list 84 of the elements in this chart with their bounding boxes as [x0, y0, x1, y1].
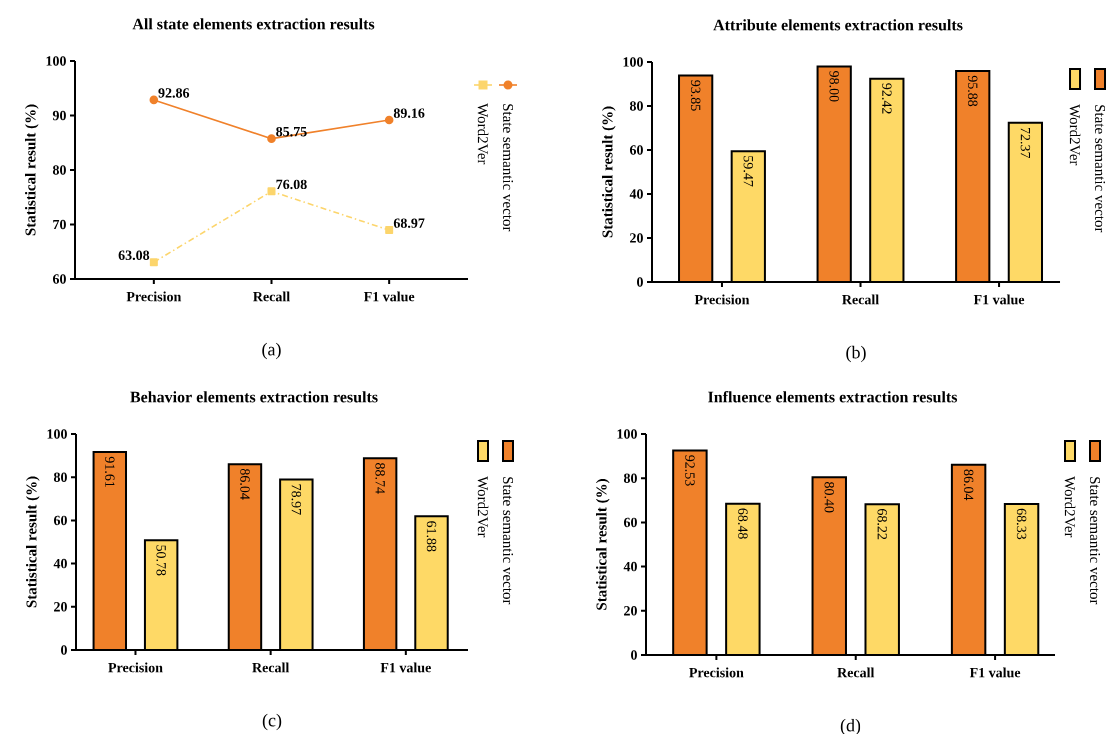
- legend-label: Word2Ver: [1064, 476, 1076, 538]
- data-label: 68.33: [1016, 508, 1027, 540]
- y-tick-label: 80: [52, 165, 66, 175]
- point: [384, 115, 394, 125]
- legend-label: Word2Ver: [477, 476, 489, 538]
- y-tick-label: 60: [52, 274, 66, 284]
- y-tick-label: 20: [624, 606, 637, 616]
- data-label: 92.86: [158, 88, 190, 98]
- x-tick-label: F1 value: [969, 667, 1021, 678]
- y-tick-label: 80: [623, 473, 637, 483]
- x-tick-label: F1 value: [380, 662, 431, 673]
- data-label: 80.40: [824, 482, 835, 513]
- point: [267, 187, 276, 196]
- text: (b): [846, 345, 866, 363]
- y-tick-label: 100: [46, 56, 66, 66]
- legend-label: State semantic vector: [502, 104, 514, 232]
- data-label: 78.97: [291, 484, 302, 515]
- legend-label: State semantic vector: [502, 477, 514, 605]
- data-label: 50.78: [156, 545, 166, 576]
- data-label: 88.74: [375, 463, 385, 494]
- y-tick-label: 70: [53, 219, 66, 230]
- y-tick-label: 20: [630, 233, 643, 243]
- x-tick-label: Recall: [837, 667, 875, 678]
- y-tick-label: 40: [629, 189, 643, 199]
- y-axis-title: Statistical result (%): [596, 479, 610, 610]
- data-label: 86.04: [240, 468, 250, 500]
- x-tick-label: Recall: [842, 294, 879, 305]
- data-label: 92.53: [685, 455, 695, 486]
- x-tick-label: Precision: [694, 294, 750, 305]
- text: (c): [262, 713, 282, 731]
- x-tick-label: Recall: [253, 291, 290, 302]
- legend-label: State semantic vector: [1094, 105, 1106, 233]
- y-tick-label: 100: [623, 57, 643, 67]
- x-tick-label: F1 value: [363, 291, 415, 302]
- y-tick-label: 20: [54, 602, 67, 612]
- legend-label: State semantic vector: [1089, 477, 1101, 605]
- y-tick-label: 60: [53, 515, 67, 526]
- y-tick-label: 60: [629, 145, 643, 155]
- chart-title: Attribute elements extraction results: [713, 19, 963, 31]
- data-label: 68.97: [393, 218, 425, 228]
- y-tick-label: 100: [47, 429, 67, 439]
- chart-title: Influence elements extraction results: [708, 391, 958, 403]
- x-tick-label: Precision: [689, 667, 744, 678]
- chart-title: Behavior elements extraction results: [130, 391, 378, 403]
- data-label: 86.04: [963, 469, 974, 501]
- y-tick-label: 80: [629, 101, 643, 111]
- data-label: 85.75: [276, 126, 307, 137]
- y-tick-label: 100: [617, 429, 637, 439]
- y-tick-label: 0: [631, 650, 637, 660]
- x-tick-label: F1 value: [973, 294, 1025, 305]
- legend-label: Word2Ver: [477, 103, 489, 165]
- data-label: 93.85: [690, 80, 701, 111]
- y-tick-label: 40: [623, 561, 637, 572]
- x-tick-label: Recall: [252, 662, 290, 673]
- y-tick-label: 0: [61, 645, 67, 655]
- data-label: 91.61: [105, 456, 115, 487]
- y-tick-label: 60: [623, 517, 637, 528]
- data-label: 61.88: [426, 521, 437, 552]
- y-axis-title: Statistical result (%): [25, 104, 39, 236]
- x-tick-label: Precision: [126, 291, 182, 302]
- point: [149, 258, 158, 267]
- data-label: 63.08: [118, 250, 150, 261]
- point: [267, 134, 276, 143]
- data-label: 68.48: [738, 508, 748, 539]
- data-label: 59.47: [743, 156, 754, 187]
- data-label: 89.16: [393, 108, 425, 118]
- data-label: 98.00: [829, 71, 839, 102]
- y-tick-label: 80: [53, 472, 67, 482]
- data-label: 92.42: [882, 83, 892, 114]
- y-tick-label: 40: [53, 558, 67, 569]
- chart-title: All state elements extraction results: [132, 18, 375, 30]
- data-label: 95.88: [967, 75, 978, 107]
- x-tick-label: Precision: [108, 662, 163, 673]
- y-axis-title: Statistical result (%): [26, 476, 40, 608]
- data-label: 72.37: [1020, 127, 1031, 159]
- y-tick-label: 0: [637, 277, 643, 287]
- data-label: 76.08: [276, 179, 307, 190]
- point: [149, 95, 159, 105]
- text: (a): [262, 342, 281, 360]
- legend-label: Word2Ver: [1069, 104, 1081, 166]
- data-label: 68.22: [877, 509, 887, 540]
- y-tick-label: 90: [52, 110, 66, 121]
- y-axis-title: Statistical result (%): [602, 106, 616, 238]
- point: [385, 226, 394, 235]
